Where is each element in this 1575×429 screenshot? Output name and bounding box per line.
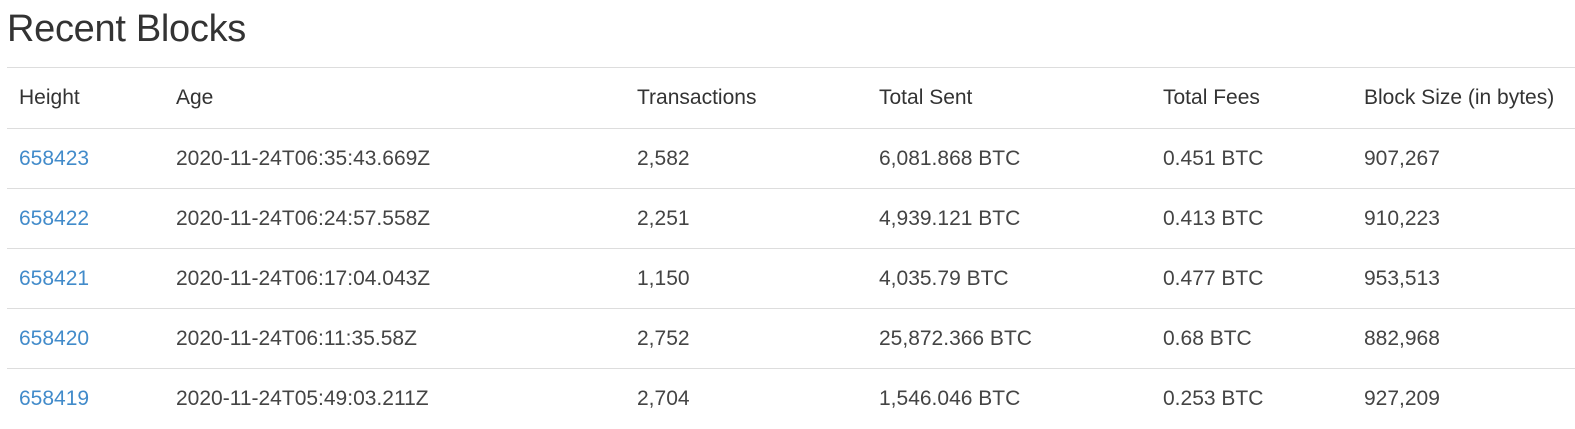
column-header-total-fees: Total Fees: [1163, 86, 1260, 109]
cell-block-size: 907,267: [1364, 146, 1440, 170]
cell-total-sent: 1,546.046 BTC: [879, 386, 1021, 410]
column-header-total-sent: Total Sent: [879, 86, 973, 109]
page-title: Recent Blocks: [7, 8, 246, 50]
cell-total-fees: 0.451 BTC: [1163, 146, 1264, 170]
cell-transactions: 1,150: [637, 266, 690, 290]
cell-age: 2020-11-24T06:35:43.669Z: [176, 146, 431, 170]
table-row: 658419 2020-11-24T05:49:03.211Z 2,704 1,…: [7, 369, 1575, 429]
table-row: 658422 2020-11-24T06:24:57.558Z 2,251 4,…: [7, 189, 1575, 249]
cell-total-sent: 25,872.366 BTC: [879, 326, 1032, 350]
cell-age: 2020-11-24T06:17:04.043Z: [176, 266, 431, 290]
block-height-link[interactable]: 658423: [19, 146, 90, 170]
cell-age: 2020-11-24T05:49:03.211Z: [176, 386, 429, 410]
cell-total-sent: 6,081.868 BTC: [879, 146, 1021, 170]
cell-block-size: 882,968: [1364, 326, 1440, 350]
table-row: 658423 2020-11-24T06:35:43.669Z 2,582 6,…: [7, 129, 1575, 189]
cell-height: 658421: [7, 249, 164, 309]
cell-height: 658423: [7, 129, 164, 189]
block-height-link[interactable]: 658421: [19, 266, 90, 290]
block-height-link[interactable]: 658419: [19, 386, 90, 410]
cell-block-size: 910,223: [1364, 206, 1440, 230]
block-height-link[interactable]: 658422: [19, 206, 90, 230]
cell-total-sent: 4,035.79 BTC: [879, 266, 1009, 290]
cell-block-size: 927,209: [1364, 386, 1440, 410]
cell-transactions: 2,251: [637, 206, 690, 230]
table-body: 658423 2020-11-24T06:35:43.669Z 2,582 6,…: [7, 129, 1575, 429]
cell-age: 2020-11-24T06:24:57.558Z: [176, 206, 431, 230]
table-header-row: Height Age Transactions Total Sent Total…: [7, 67, 1575, 129]
column-header-height: Height: [19, 86, 80, 109]
cell-block-size: 953,513: [1364, 266, 1440, 290]
cell-transactions: 2,582: [637, 146, 690, 170]
block-height-link[interactable]: 658420: [19, 326, 90, 350]
recent-blocks-table: Height Age Transactions Total Sent Total…: [7, 67, 1575, 429]
cell-age: 2020-11-24T06:11:35.58Z: [176, 326, 417, 350]
table-header: Height Age Transactions Total Sent Total…: [7, 67, 1575, 129]
cell-total-sent: 4,939.121 BTC: [879, 206, 1021, 230]
cell-height: 658422: [7, 189, 164, 249]
cell-total-fees: 0.253 BTC: [1163, 386, 1264, 410]
cell-transactions: 2,752: [637, 326, 690, 350]
cell-transactions: 2,704: [637, 386, 690, 410]
recent-blocks-table-container: Height Age Transactions Total Sent Total…: [7, 67, 1575, 429]
cell-height: 658419: [7, 369, 164, 429]
table-row: 658421 2020-11-24T06:17:04.043Z 1,150 4,…: [7, 249, 1575, 309]
column-header-transactions: Transactions: [637, 86, 757, 109]
table-row: 658420 2020-11-24T06:11:35.58Z 2,752 25,…: [7, 309, 1575, 369]
cell-total-fees: 0.413 BTC: [1163, 206, 1264, 230]
cell-total-fees: 0.477 BTC: [1163, 266, 1264, 290]
column-header-age: Age: [176, 86, 214, 109]
cell-height: 658420: [7, 309, 164, 369]
cell-total-fees: 0.68 BTC: [1163, 326, 1252, 350]
column-header-block-size: Block Size (in bytes): [1364, 86, 1555, 109]
